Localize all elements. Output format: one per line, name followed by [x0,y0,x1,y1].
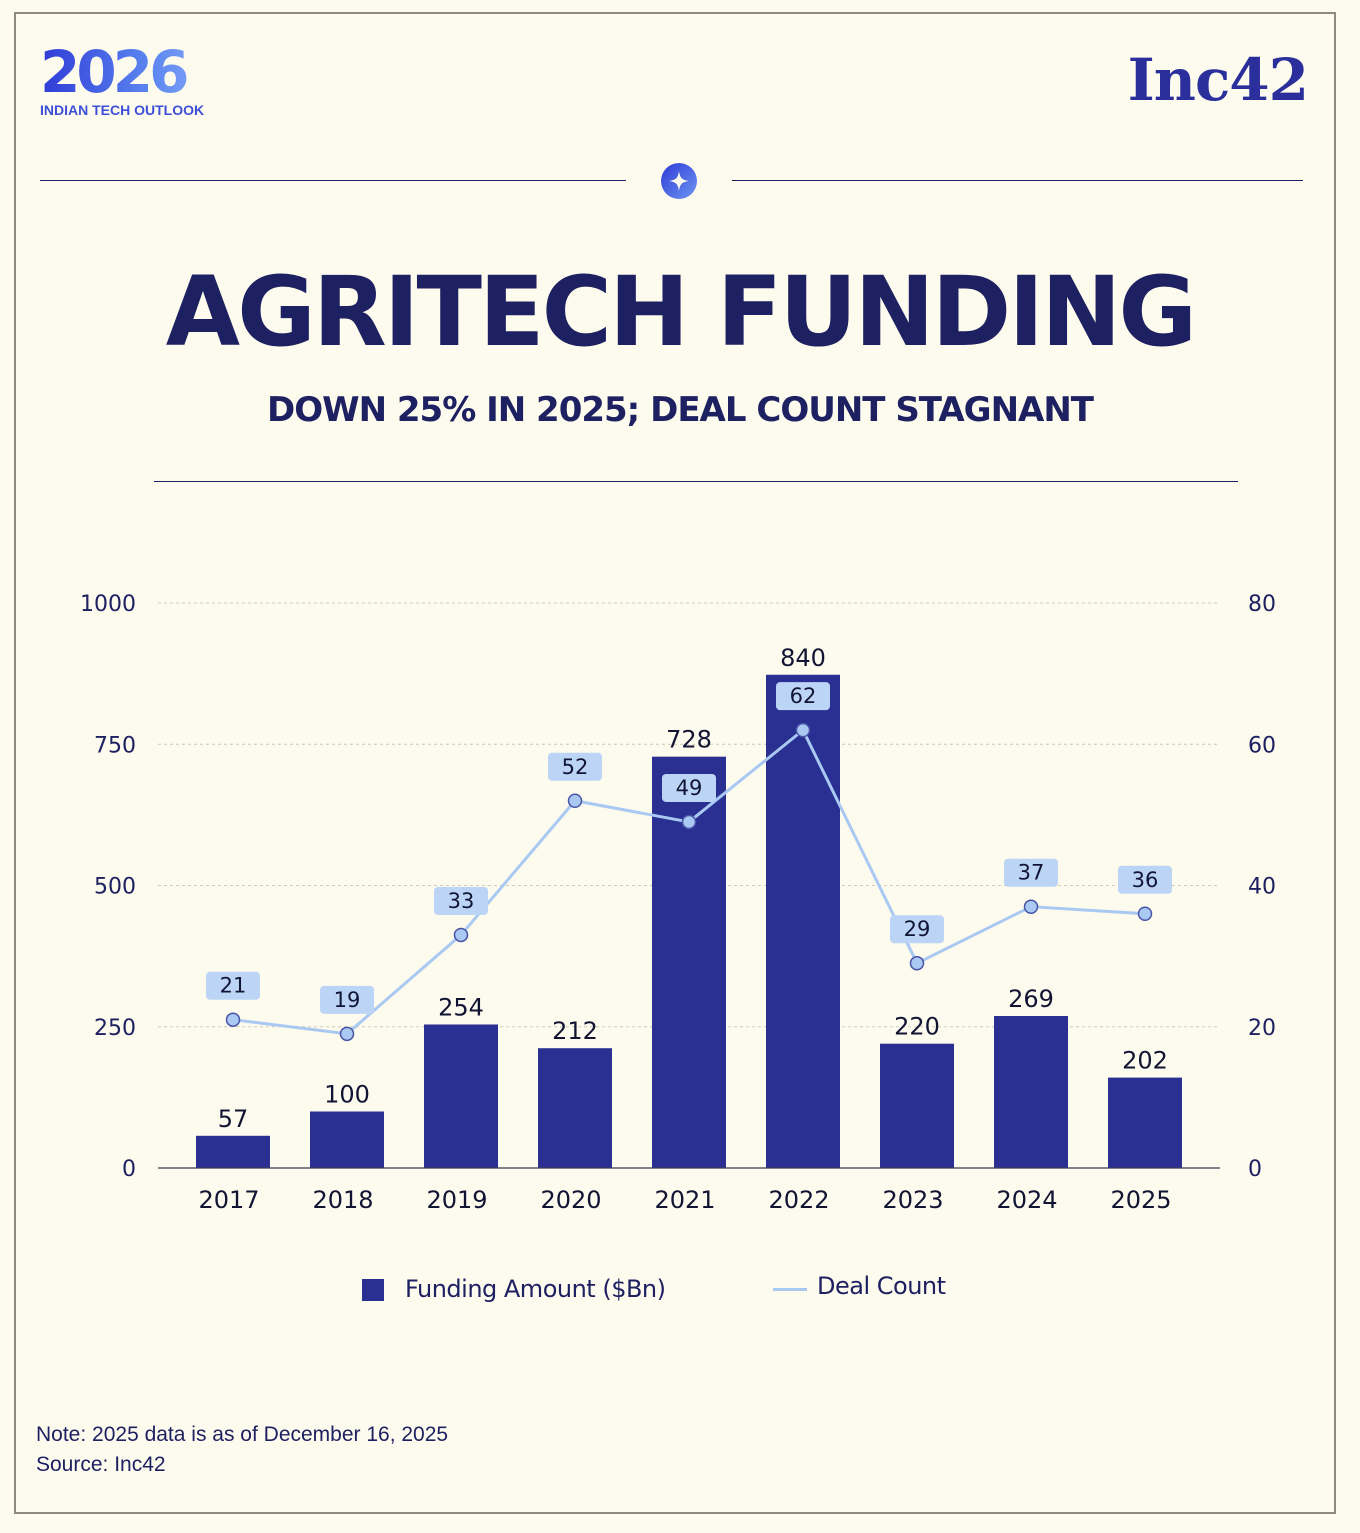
header-divider-right [732,180,1303,181]
funding-bar [1108,1077,1182,1168]
y-left-tick-label: 500 [94,875,136,900]
deal-count-label-bg [206,971,260,1000]
deal-count-point [795,722,811,738]
funding-value-label: 57 [218,1105,249,1133]
legend-label-funding: Funding Amount ($Bn) [405,1275,666,1303]
x-tick-label: 2019 [426,1186,487,1214]
deal-count-point [339,1026,355,1042]
y-right-tick-label: 40 [1248,875,1276,900]
deal-count-point [453,927,469,943]
funding-value-label: 254 [438,993,484,1021]
legend-swatch-funding [362,1279,384,1301]
y-right-tick-label: 20 [1248,1016,1276,1041]
y-left-tick-label: 1000 [80,592,136,617]
legend-label-deals: Deal Count [817,1272,946,1300]
subtitle-divider [154,481,1238,482]
page-title: AGRITECH FUNDING [165,256,1197,368]
deal-count-label: 29 [904,917,931,941]
page-subtitle: DOWN 25% IN 2025; DEAL COUNT STAGNANT [266,390,1094,430]
funding-value-label: 100 [324,1081,370,1109]
legend-swatch-deals [773,1288,807,1291]
funding-bar [538,1048,612,1168]
x-tick-label: 2025 [1110,1186,1171,1214]
funding-value-label: 728 [666,726,712,754]
y-left-tick-label: 0 [122,1157,136,1182]
deal-count-label: 19 [334,988,361,1012]
x-tick-label: 2023 [882,1186,943,1214]
outlook-logo: 2026 INDIAN TECH OUTLOOK [40,40,260,130]
deal-count-label: 21 [220,974,247,998]
deal-count-label-bg [548,752,602,781]
funding-value-label: 269 [1008,985,1054,1013]
header-divider-left [40,180,626,181]
funding-chart: 0 0 250 20 500 40 750 60 1000 80 57 100 254 212 728 840… [80,592,1276,1214]
funding-bar [424,1024,498,1168]
deal-count-label: 36 [1132,868,1159,892]
deal-count-label-bg [890,915,944,944]
y-left-tick-label: 250 [94,1016,136,1041]
deal-count-point [567,793,583,808]
footnote: Note: 2025 data is as of December 16, 20… [36,1423,449,1446]
x-tick-label: 2018 [312,1186,373,1214]
deal-count-point [909,955,925,971]
y-right-tick-label: 80 [1248,592,1276,617]
funding-bar [994,1016,1068,1168]
funding-value-label: 212 [552,1017,598,1045]
funding-value-label: 220 [894,1013,940,1041]
deal-count-label-bg [1118,865,1172,894]
funding-bar [196,1135,270,1168]
source-note: Source: Inc42 [36,1453,166,1476]
y-right-tick-label: 60 [1248,733,1276,758]
funding-bar [310,1111,384,1168]
chart-legend: Funding Amount ($Bn) Deal Count [0,1272,1360,1312]
logo-year: 2026 [40,40,260,104]
deal-count-point [1137,906,1153,921]
deal-count-point [681,814,697,830]
deal-count-label-bg [320,985,374,1014]
deal-count-point [225,1012,241,1027]
funding-bar [766,674,840,1168]
publisher-logo: Inc42 [1127,46,1309,114]
deal-count-label: 52 [562,755,589,779]
funding-value-label: 840 [780,644,826,672]
deal-count-label-bg [776,682,830,711]
logo-tagline: INDIAN TECH OUTLOOK [40,102,205,118]
deal-count-point [1023,899,1039,914]
deal-count-label-bg [1004,858,1058,887]
y-left-tick-label: 750 [94,733,136,758]
x-tick-label: 2017 [198,1186,259,1214]
deal-count-label: 62 [790,684,817,708]
x-tick-label: 2022 [768,1186,829,1214]
deal-count-label-bg [662,773,716,802]
sparkle-icon [661,163,697,199]
deal-count-label-bg [434,886,488,915]
x-tick-label: 2020 [540,1186,601,1214]
y-right-tick-label: 0 [1248,1157,1262,1182]
x-tick-label: 2021 [654,1186,715,1214]
x-tick-label: 2024 [996,1186,1057,1214]
deal-count-label: 37 [1018,861,1045,885]
deal-count-label: 33 [448,889,475,913]
funding-value-label: 202 [1122,1047,1168,1075]
funding-bar [880,1043,954,1168]
deal-count-label: 49 [676,776,703,800]
